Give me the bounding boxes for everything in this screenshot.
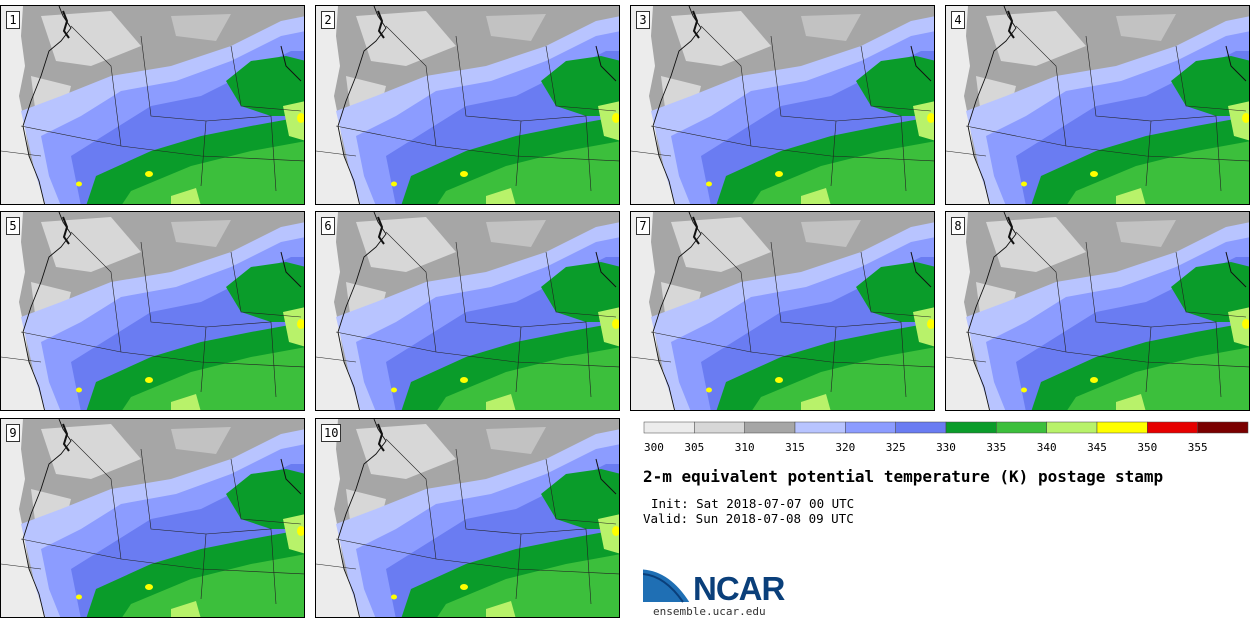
ensemble-member-map-2: 2 [315,5,620,205]
ncar-arc-icon [643,566,693,603]
map-image [631,212,934,410]
colorbar-swatch [996,421,1047,434]
ensemble-url: ensemble.ucar.edu [653,605,766,618]
colorbar-swatch [1046,421,1098,434]
colorbar-swatch [694,421,745,434]
ensemble-member-map-5: 5 [0,211,305,411]
colorbar-legend: 300 305 310 315 320 325 330 335 340 345 350 355 [643,421,1249,455]
colorbar-swatch [945,421,997,434]
colorbar-tick-label: 350 [1137,441,1157,454]
colorbar-swatch [744,421,796,434]
ensemble-member-map-3: 3 [630,5,935,205]
member-label: 8 [951,217,965,235]
colorbar-tick-label: 320 [835,441,855,454]
map-image [946,212,1249,410]
colorbar-tick-label: 310 [735,441,755,454]
ensemble-member-map-10: 10 [315,418,620,618]
ensemble-member-map-6: 6 [315,211,620,411]
colorbar-swatch [1096,421,1148,434]
member-label: 9 [6,424,20,442]
member-label: 4 [951,11,965,29]
colorbar-swatch [643,421,695,434]
member-label: 5 [6,217,20,235]
ensemble-member-map-9: 9 [0,418,305,618]
ensemble-member-map-7: 7 [630,211,935,411]
colorbar-tick-label: 330 [936,441,956,454]
map-image [316,419,619,617]
member-label: 7 [636,217,650,235]
map-image [946,6,1249,204]
map-image [1,6,304,204]
valid-time: Valid: Sun 2018-07-08 09 UTC [643,511,854,526]
map-image [316,212,619,410]
colorbar-swatch [895,421,947,434]
colorbar-tick-label: 340 [1037,441,1057,454]
colorbar-tick-label: 335 [986,441,1006,454]
colorbar-tick-label: 305 [684,441,704,454]
colorbar-tick-label: 325 [886,441,906,454]
colorbar-graphic: 300 305 310 315 320 325 330 335 340 345 350 355 [643,421,1249,454]
member-label: 2 [321,11,335,29]
colorbar-swatch [1197,421,1249,434]
member-label: 3 [636,11,650,29]
map-image [316,6,619,204]
member-label: 6 [321,217,335,235]
map-image [1,212,304,410]
ncar-logo: NCAR ensemble.ucar.edu [643,562,803,618]
colorbar-tick-label: 315 [785,441,805,454]
member-label: 10 [321,424,342,442]
ensemble-member-map-8: 8 [945,211,1250,411]
colorbar-tick-label: 355 [1188,441,1208,454]
member-label: 1 [6,11,20,29]
colorbar-swatch [794,421,846,434]
colorbar-swatch [1147,421,1198,434]
colorbar-swatch [845,421,896,434]
ensemble-member-map-1: 1 [0,5,305,205]
map-image [631,6,934,204]
init-time: Init: Sat 2018-07-07 00 UTC [651,496,855,511]
page-title: 2-m equivalent potential temperature (K)… [643,467,1164,486]
ensemble-member-map-4: 4 [945,5,1250,205]
colorbar-tick-label: 300 [644,441,664,454]
ncar-wordmark: NCAR [693,570,785,607]
map-image [1,419,304,617]
colorbar-tick-label: 345 [1087,441,1107,454]
